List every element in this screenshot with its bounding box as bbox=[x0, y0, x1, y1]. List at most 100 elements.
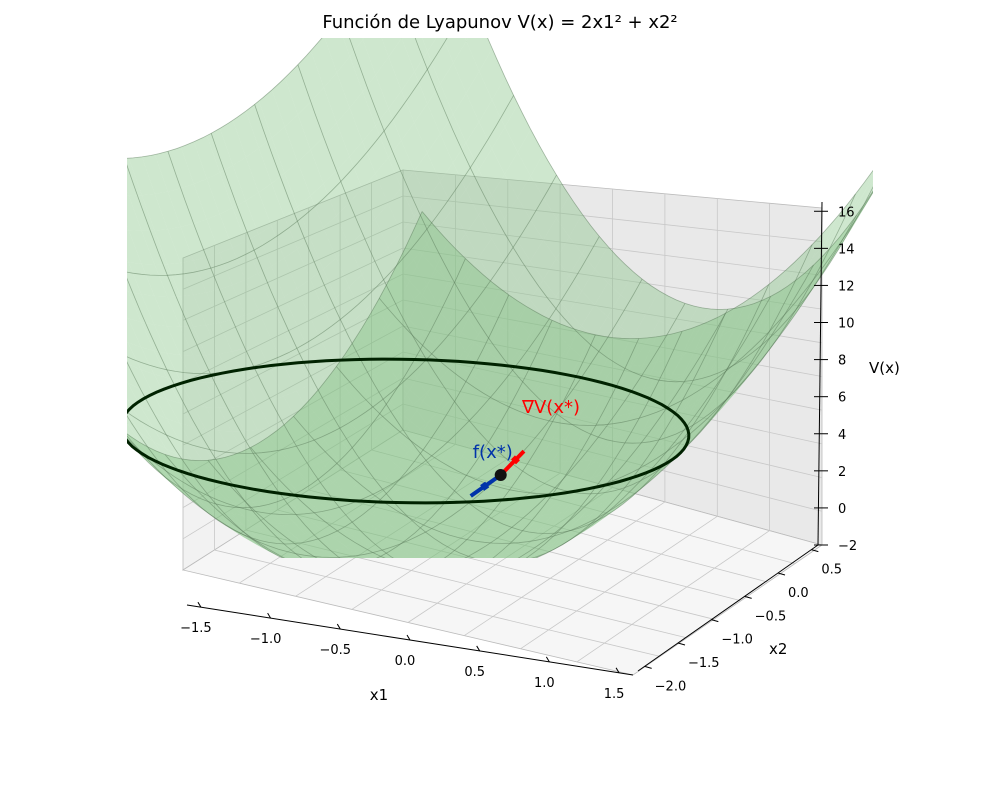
surface-facet bbox=[578, 438, 605, 462]
surface-facet bbox=[580, 509, 607, 526]
surface-facet bbox=[604, 433, 631, 458]
surface-facet bbox=[630, 385, 657, 414]
surface-facet bbox=[205, 407, 232, 432]
surface-facet bbox=[191, 497, 218, 518]
surface-facet bbox=[206, 322, 232, 354]
surface-facet bbox=[461, 376, 488, 409]
surface-facet bbox=[630, 423, 657, 451]
surface-facet bbox=[179, 423, 206, 449]
surface-facet bbox=[268, 511, 295, 526]
surface-facet bbox=[166, 448, 193, 474]
surface-facet bbox=[517, 335, 543, 369]
surface-facet bbox=[245, 273, 272, 310]
surface-facet bbox=[205, 491, 231, 512]
surface-facet bbox=[774, 276, 801, 309]
surface-facet bbox=[127, 382, 141, 407]
surface-facet bbox=[90, 191, 116, 229]
surface-facet bbox=[554, 491, 581, 507]
surface-facet bbox=[710, 371, 736, 399]
z-axis-line bbox=[817, 201, 823, 546]
surface-facet bbox=[76, 332, 102, 367]
surface-facet bbox=[255, 526, 282, 538]
surface-facet bbox=[617, 364, 644, 393]
surface-facet bbox=[179, 440, 206, 466]
surface-facet bbox=[461, 306, 488, 343]
surface-facet bbox=[154, 264, 181, 297]
surface-facet bbox=[528, 529, 555, 541]
surface-facet bbox=[555, 430, 582, 454]
surface-facet bbox=[734, 324, 761, 360]
surface-facet bbox=[37, 320, 63, 356]
surface-facet bbox=[696, 404, 723, 432]
surface-facet bbox=[128, 262, 155, 296]
surface-facet bbox=[257, 451, 284, 474]
surface-facet bbox=[297, 150, 324, 196]
surface-facet bbox=[414, 199, 440, 244]
surface-facet bbox=[449, 522, 476, 539]
surface-facet bbox=[232, 111, 259, 158]
surface-facet bbox=[552, 439, 579, 462]
x-tick-label: 1.5 bbox=[604, 687, 625, 702]
surface-facet bbox=[127, 423, 128, 424]
surface-facet bbox=[540, 461, 566, 482]
x-tick-label: 1.0 bbox=[534, 676, 555, 691]
x-tick-label: 0.0 bbox=[395, 654, 416, 669]
surface-facet bbox=[51, 146, 77, 188]
surface-facet bbox=[358, 415, 385, 444]
surface-facet bbox=[462, 463, 488, 487]
surface-facet bbox=[365, 556, 376, 558]
surface-facet bbox=[284, 64, 311, 115]
surface-facet bbox=[336, 202, 363, 246]
field-arrowhead bbox=[480, 481, 490, 491]
surface-facet bbox=[591, 392, 618, 418]
surface-facet bbox=[323, 215, 350, 258]
surface-facet bbox=[671, 373, 698, 395]
surface-facet bbox=[322, 502, 348, 521]
surface-facet bbox=[372, 539, 398, 554]
surface-facet bbox=[258, 89, 285, 138]
surface-facet bbox=[193, 219, 220, 258]
surface-facet bbox=[514, 539, 541, 553]
surface-facet bbox=[242, 515, 269, 528]
surface-facet bbox=[496, 553, 515, 558]
surface-facet bbox=[75, 376, 101, 408]
surface-facet bbox=[167, 353, 193, 382]
surface-facet bbox=[397, 420, 423, 450]
surface-facet bbox=[643, 417, 670, 445]
surface-facet bbox=[527, 499, 554, 516]
surface-facet bbox=[436, 421, 462, 450]
surface-facet bbox=[529, 350, 556, 383]
surface-facet bbox=[127, 230, 142, 264]
surface-facet bbox=[216, 456, 243, 475]
surface-facet bbox=[474, 278, 501, 317]
surface-facet bbox=[645, 439, 672, 461]
surface-facet bbox=[322, 480, 348, 503]
surface-facet bbox=[620, 305, 647, 336]
surface-facet bbox=[349, 39, 376, 92]
surface-facet bbox=[500, 297, 527, 335]
surface-facet bbox=[633, 368, 659, 393]
surface-facet bbox=[591, 415, 618, 441]
surface-facet bbox=[606, 484, 633, 503]
surface-facet bbox=[192, 381, 219, 408]
surface-facet bbox=[89, 278, 115, 314]
surface-facet bbox=[579, 457, 605, 480]
surface-facet bbox=[566, 513, 593, 532]
surface-facet bbox=[773, 284, 800, 324]
surface-facet bbox=[581, 304, 608, 338]
surface-facet bbox=[422, 38, 437, 52]
surface-facet bbox=[474, 415, 501, 444]
surface-facet bbox=[269, 549, 291, 558]
surface-facet bbox=[64, 240, 90, 279]
surface-facet bbox=[414, 51, 441, 104]
surface-facet bbox=[64, 183, 90, 223]
surface-facet bbox=[141, 322, 167, 354]
surface-facet bbox=[205, 429, 232, 453]
surface-facet bbox=[438, 522, 465, 540]
surface-facet bbox=[296, 466, 323, 489]
surface-facet bbox=[435, 241, 462, 283]
surface-facet bbox=[488, 543, 515, 555]
surface-facet bbox=[721, 348, 748, 383]
surface-facet bbox=[245, 148, 272, 193]
surface-facet bbox=[543, 258, 569, 297]
